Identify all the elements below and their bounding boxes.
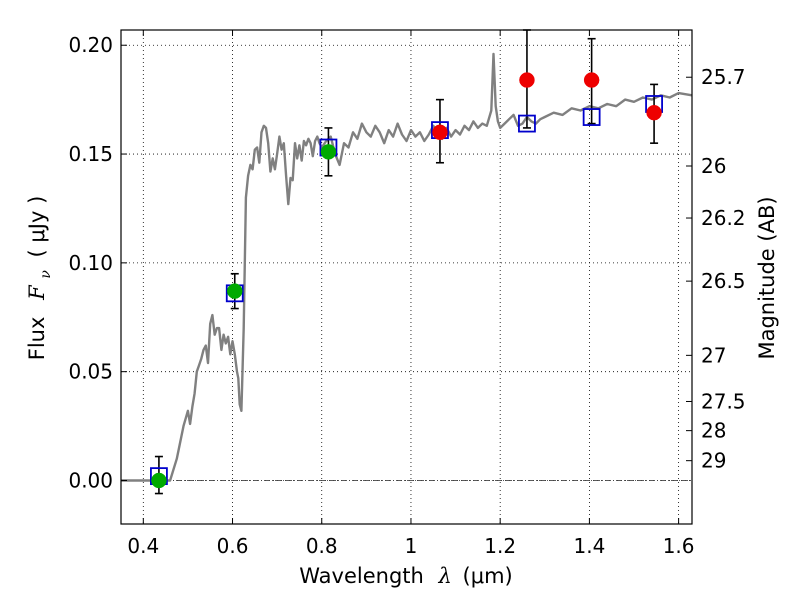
model-sed-curve: [121, 52, 693, 482]
x-tick-label: 0.6: [217, 534, 249, 558]
y-tick-label: 0.10: [68, 251, 113, 275]
y2-tick-label: 27.5: [701, 389, 746, 413]
y-tick-label: 0.15: [68, 142, 113, 166]
observed-point: [432, 124, 448, 141]
observed-point: [320, 144, 337, 160]
axis-ticks: 0.4 0.6 0.8 1 1.2 1.4 1.6 0.00 0.05 0.10 0.15 0.20 2…: [68, 30, 746, 558]
x-axis-label: Wavelength λ (μm): [299, 564, 512, 588]
x-tick-label: 1.6: [663, 534, 695, 558]
y-tick-label: 0.05: [68, 360, 113, 384]
observed-point: [583, 72, 600, 88]
model-photometry-square: [518, 114, 536, 133]
model-sed-line: [121, 52, 693, 482]
x-tick-label: 0.4: [127, 534, 159, 558]
plot-border: [120, 29, 693, 525]
y2-tick-label: 25.7: [701, 65, 746, 89]
y2-tick-label: 26.2: [701, 206, 746, 230]
plot-frame: [120, 29, 693, 525]
x-tick-label: 1.2: [484, 534, 516, 558]
y2-tick-label: 28: [701, 419, 726, 443]
y2-tick-label: 29: [701, 449, 726, 473]
observed-point: [519, 72, 535, 88]
y2-tick-label: 26: [701, 154, 726, 178]
y2-tick-label: 27: [701, 343, 726, 367]
observed-photometry-markers: [151, 72, 662, 489]
model-photometry-square: [582, 108, 601, 126]
y-axis-label: Flux F ν ( μJy ): [25, 196, 55, 361]
observed-point: [646, 104, 662, 121]
x-tick-label: 0.8: [306, 534, 338, 558]
x-tick-label: 1.4: [573, 534, 605, 558]
observed-point: [227, 283, 243, 299]
observed-point: [151, 472, 167, 489]
x-tick-label: 1: [405, 534, 418, 558]
y-tick-label: 0.20: [68, 33, 113, 57]
y2-axis-label: Magnitude (AB): [755, 196, 779, 359]
y2-tick-label: 26.5: [701, 269, 746, 293]
y-tick-label: 0.00: [68, 468, 113, 492]
